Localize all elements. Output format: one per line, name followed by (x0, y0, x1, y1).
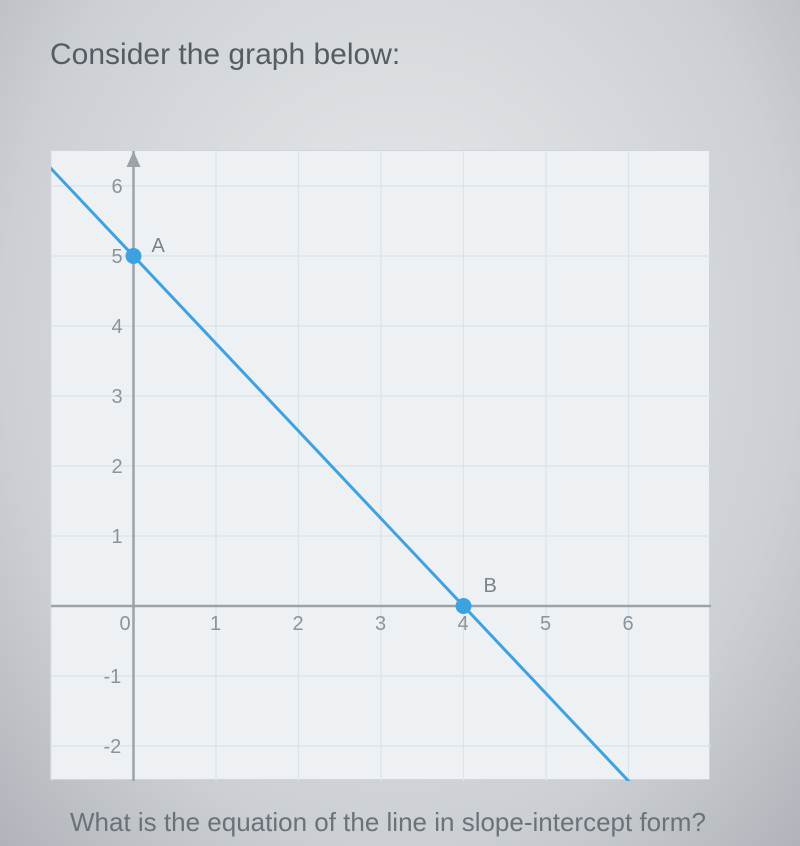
point-label-B: B (484, 575, 497, 597)
y-axis-arrow-icon (127, 151, 141, 167)
x-tick-label: 5 (540, 613, 551, 635)
x-tick-label: 6 (623, 613, 634, 635)
y-tick-label: 5 (112, 246, 123, 268)
y-tick-label: -1 (104, 666, 122, 688)
y-tick-label: 3 (112, 386, 123, 408)
question-prompt-top: Consider the graph below: (50, 38, 400, 72)
y-tick-label: 1 (112, 526, 123, 548)
graph-panel: -10123456-2-1123456AB (50, 150, 710, 780)
point-B (456, 598, 472, 614)
gridlines (51, 151, 711, 781)
question-prompt-bottom: What is the equation of the line in slop… (70, 807, 706, 838)
line-chart: -10123456-2-1123456AB (51, 151, 711, 781)
y-tick-label: 4 (112, 316, 123, 338)
x-tick-label: 2 (293, 613, 304, 635)
point-A (126, 248, 142, 264)
x-tick-label: 4 (458, 613, 469, 635)
x-tick-label: 3 (375, 613, 386, 635)
y-tick-label: 2 (112, 456, 123, 478)
y-tick-label: 6 (112, 176, 123, 198)
y-tick-label: -2 (104, 736, 122, 758)
point-label-A: A (152, 235, 166, 257)
x-tick-label: 1 (210, 613, 221, 635)
x-tick-label: 0 (120, 613, 131, 635)
